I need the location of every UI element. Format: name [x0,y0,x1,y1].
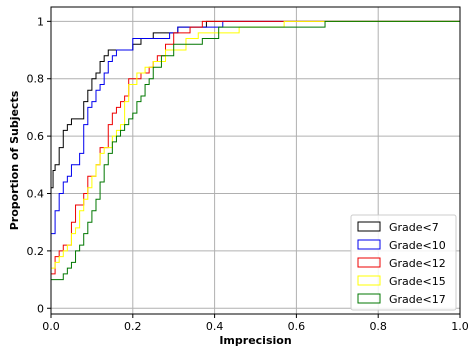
series-line-3 [51,20,460,269]
x-tick-label: 0.6 [288,320,306,333]
legend-swatch-1 [357,239,381,250]
series-line-1 [51,20,460,235]
y-tick-label: 0.6 [27,130,45,143]
legend-label-4: Grade<17 [389,293,446,306]
legend-label-0: Grade<7 [389,221,439,234]
y-tick-label: 0.8 [27,73,45,86]
legend: Grade<7 Grade<10 Grade<12 Grade<15 Grade<17 [350,214,457,311]
x-tick-label: 0.4 [206,320,224,333]
x-tick-label: 1.0 [451,320,469,333]
x-tick-label: 0.0 [42,320,60,333]
legend-swatch-3 [357,275,381,286]
x-axis-title: Imprecision [219,334,291,347]
y-tick-label: 0.4 [27,187,45,200]
plot-frame [50,6,461,315]
y-axis-title: Proportion of Subjects [8,90,21,230]
legend-box [350,214,457,311]
series-lines [51,20,460,281]
legend-label-3: Grade<15 [389,275,446,288]
legend-label-2: Grade<12 [389,257,446,270]
series-line-0 [51,20,460,189]
legend-swatch-0 [357,221,381,232]
legend-swatch-4 [357,293,381,304]
y-tick-label: 1 [37,15,44,28]
y-tick-label: 0.2 [27,245,45,258]
series-line-4 [51,20,460,281]
x-tick-label: 0.2 [124,320,142,333]
x-tick-label: 0.8 [369,320,387,333]
y-tick-label: 0 [37,302,44,315]
axis-ticks: 0.0 0.2 0.4 0.6 0.8 1.0 0 0.2 0.4 0.6 0.8 1 [27,15,469,333]
legend-swatch-2 [357,257,381,268]
legend-label-1: Grade<10 [389,239,446,252]
